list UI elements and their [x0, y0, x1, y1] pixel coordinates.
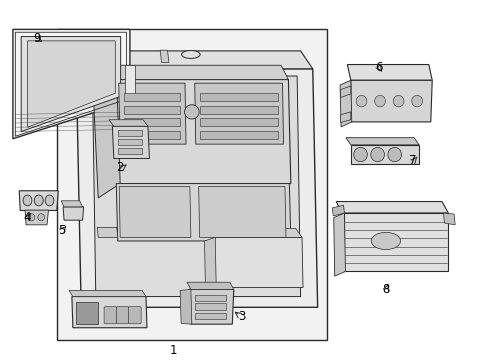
Polygon shape [112, 126, 149, 158]
Polygon shape [160, 50, 168, 62]
Polygon shape [194, 83, 283, 144]
Polygon shape [346, 64, 431, 80]
Ellipse shape [184, 105, 199, 119]
Polygon shape [21, 37, 121, 132]
Text: 6: 6 [374, 60, 382, 73]
Polygon shape [339, 80, 351, 127]
Polygon shape [61, 201, 82, 207]
Polygon shape [188, 289, 233, 324]
Bar [194, 295, 226, 301]
Bar [199, 106, 277, 114]
Polygon shape [119, 83, 185, 144]
Bar [194, 303, 226, 310]
FancyBboxPatch shape [104, 307, 117, 324]
Ellipse shape [387, 147, 401, 162]
FancyBboxPatch shape [128, 307, 141, 324]
Text: 2: 2 [116, 161, 123, 174]
Ellipse shape [370, 147, 384, 162]
Ellipse shape [38, 214, 44, 221]
Bar [124, 118, 180, 126]
FancyBboxPatch shape [116, 307, 129, 324]
Bar [118, 148, 142, 154]
Polygon shape [69, 291, 146, 297]
Bar [124, 106, 180, 114]
Polygon shape [119, 186, 190, 237]
Bar [199, 131, 277, 139]
Polygon shape [350, 80, 431, 122]
Polygon shape [115, 80, 290, 184]
Polygon shape [198, 186, 285, 237]
Polygon shape [331, 205, 344, 216]
Polygon shape [345, 138, 418, 145]
Text: 8: 8 [382, 283, 389, 296]
Polygon shape [209, 228, 302, 237]
Polygon shape [344, 213, 447, 271]
Polygon shape [27, 41, 115, 127]
Polygon shape [118, 123, 132, 134]
Text: 4: 4 [24, 211, 31, 224]
Polygon shape [81, 51, 312, 69]
Text: 1: 1 [170, 344, 177, 357]
Polygon shape [110, 65, 288, 80]
Ellipse shape [353, 147, 366, 162]
Ellipse shape [355, 95, 366, 107]
Bar [199, 93, 277, 101]
Polygon shape [340, 112, 350, 123]
Text: 5: 5 [58, 224, 65, 237]
Polygon shape [93, 80, 120, 198]
Polygon shape [92, 76, 300, 297]
Polygon shape [109, 120, 148, 126]
Polygon shape [186, 282, 233, 289]
Polygon shape [204, 237, 216, 291]
Polygon shape [340, 86, 350, 98]
Ellipse shape [181, 50, 200, 58]
Polygon shape [19, 191, 58, 211]
Polygon shape [214, 237, 303, 288]
Polygon shape [25, 210, 48, 225]
Polygon shape [72, 297, 147, 328]
Polygon shape [63, 207, 83, 220]
Polygon shape [333, 213, 345, 276]
Ellipse shape [23, 195, 32, 206]
Ellipse shape [45, 195, 54, 206]
Text: 3: 3 [238, 310, 245, 324]
Bar [124, 93, 180, 101]
Polygon shape [443, 213, 454, 225]
Bar [194, 313, 226, 319]
Ellipse shape [411, 95, 422, 107]
Polygon shape [180, 289, 191, 324]
Bar [76, 302, 98, 324]
Ellipse shape [392, 95, 403, 107]
Polygon shape [335, 202, 447, 213]
Bar [57, 30, 327, 339]
Ellipse shape [374, 95, 385, 107]
Polygon shape [76, 69, 317, 307]
Polygon shape [97, 227, 118, 237]
Polygon shape [116, 184, 290, 241]
Bar [199, 118, 277, 126]
Bar [124, 131, 180, 139]
Ellipse shape [370, 232, 400, 249]
Ellipse shape [34, 195, 43, 206]
Polygon shape [350, 145, 418, 164]
Polygon shape [13, 30, 130, 139]
Polygon shape [125, 65, 135, 94]
Ellipse shape [28, 214, 35, 221]
Text: 9: 9 [34, 32, 41, 45]
Text: 7: 7 [408, 154, 416, 167]
Bar [118, 130, 142, 136]
Bar [118, 139, 142, 145]
